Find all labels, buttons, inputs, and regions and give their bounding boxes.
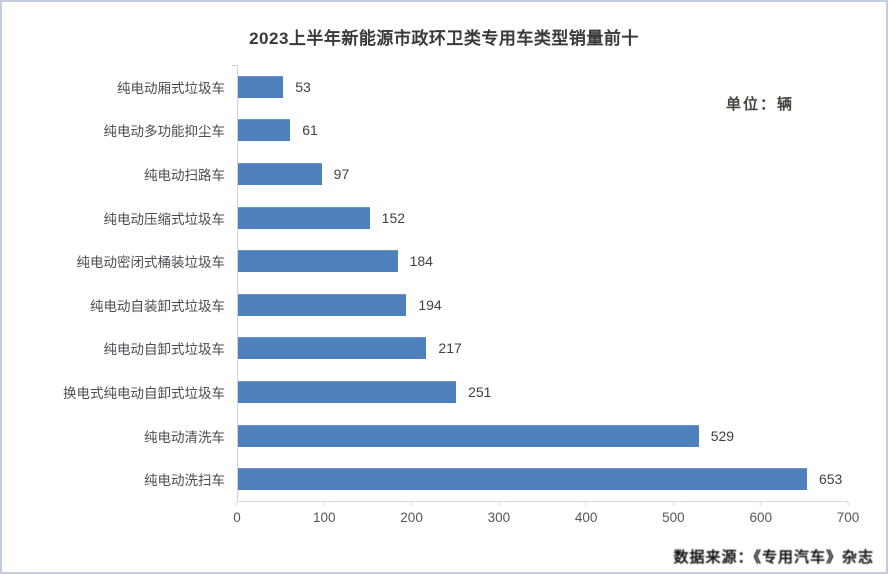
bar: [237, 293, 407, 316]
bar-rows: 纯电动厢式垃圾车 53 纯电动多功能抑尘车 61 纯电动扫路车 97 纯电动压缩…: [12, 65, 848, 501]
bar-track: 653: [237, 468, 848, 491]
y-axis-line: [232, 65, 238, 502]
tick-mark: [847, 502, 849, 506]
bar: [237, 468, 807, 491]
value-label: 184: [409, 253, 433, 270]
value-label: 97: [333, 165, 350, 182]
category-label: 纯电动自卸式垃圾车: [103, 342, 226, 358]
x-axis-tick: 600: [749, 502, 772, 525]
bar-row: 纯电动密闭式桶装垃圾车 184: [12, 239, 848, 283]
bar-chart: 纯电动厢式垃圾车 53 纯电动多功能抑尘车 61 纯电动扫路车 97 纯电动压缩…: [12, 65, 859, 533]
tick-mark: [585, 502, 587, 506]
bar-row: 纯电动扫路车 97: [12, 152, 848, 196]
category-label: 换电式纯电动自卸式垃圾车: [63, 385, 225, 401]
bar-row: 换电式纯电动自卸式垃圾车 251: [12, 370, 848, 414]
tick-label: 700: [836, 510, 860, 525]
data-source-watermark: 数据来源：《专用汽车》杂志: [667, 544, 880, 569]
x-axis-tick: 100: [313, 502, 336, 525]
tick-label: 0: [233, 510, 241, 525]
x-axis-tick: 300: [487, 502, 511, 525]
bar: [237, 424, 699, 447]
value-label: 529: [710, 427, 735, 444]
bar-track: 184: [237, 250, 848, 273]
tick-label: 400: [574, 510, 598, 525]
value-label: 217: [438, 340, 462, 357]
tick-mark: [760, 502, 762, 506]
tick-label: 100: [313, 510, 336, 525]
tick-label: 500: [662, 510, 685, 525]
value-label: 194: [418, 296, 442, 313]
bar-row: 纯电动自装卸式垃圾车 194: [12, 283, 848, 327]
category-label: 纯电动压缩式垃圾车: [103, 211, 226, 227]
x-axis-tick: 400: [574, 502, 598, 525]
bar-track: 529: [237, 424, 848, 447]
unit-label: 单位：辆: [725, 96, 794, 113]
bar-row: 纯电动清洗车 529: [12, 414, 848, 458]
bar: [237, 380, 457, 403]
tick-label: 300: [487, 510, 511, 525]
bar-row: 纯电动自卸式垃圾车 217: [12, 327, 848, 371]
tick-mark: [411, 502, 413, 506]
x-axis: 0 100 200 300 400 500 600 700: [233, 501, 859, 533]
category-label: 纯电动多功能抑尘车: [103, 124, 226, 140]
chart-title: 2023上半年新能源市政环卫类专用车类型销量前十: [249, 29, 639, 48]
bar-track: 194: [237, 293, 848, 316]
x-axis-tick: 0: [233, 502, 241, 525]
category-label: 纯电动密闭式桶装垃圾车: [76, 255, 226, 271]
tick-mark: [498, 502, 500, 506]
bar: [237, 206, 370, 229]
bar: [237, 337, 427, 360]
category-label: 纯电动清洗车: [144, 429, 225, 445]
bar-track: 251: [237, 380, 848, 403]
category-label: 纯电动洗扫车: [144, 473, 225, 489]
bar-track: 61: [237, 119, 848, 142]
tick-mark: [236, 502, 238, 506]
value-label: 251: [468, 383, 492, 400]
x-axis-tick: 200: [400, 502, 423, 525]
category-label: 纯电动扫路车: [144, 167, 225, 183]
bar: [237, 75, 284, 98]
bar: [237, 250, 398, 273]
bar-track: 152: [237, 206, 848, 229]
bar: [237, 162, 322, 185]
bar-row: 纯电动压缩式垃圾车 152: [12, 196, 848, 240]
x-axis-tick: 700: [836, 502, 860, 525]
value-label: 61: [302, 122, 318, 139]
value-label: 152: [381, 209, 406, 226]
tick-label: 200: [400, 510, 423, 525]
bar-row: 纯电动多功能抑尘车 61: [12, 109, 848, 153]
value-label: 653: [818, 471, 843, 488]
bar-track: 97: [237, 162, 848, 185]
bar-track: 53: [237, 75, 848, 98]
tick-label: 600: [749, 510, 772, 525]
value-label: 53: [295, 78, 311, 95]
bar-track: 217: [237, 337, 848, 360]
bar-row: 纯电动厢式垃圾车 53: [12, 65, 848, 109]
x-axis-tick: 500: [662, 502, 685, 525]
bar-row: 纯电动洗扫车 653: [12, 457, 848, 501]
bar: [237, 119, 291, 142]
tick-mark: [672, 502, 674, 506]
category-label: 纯电动自装卸式垃圾车: [90, 298, 225, 314]
category-label: 纯电动厢式垃圾车: [117, 80, 225, 96]
tick-mark: [323, 502, 325, 506]
